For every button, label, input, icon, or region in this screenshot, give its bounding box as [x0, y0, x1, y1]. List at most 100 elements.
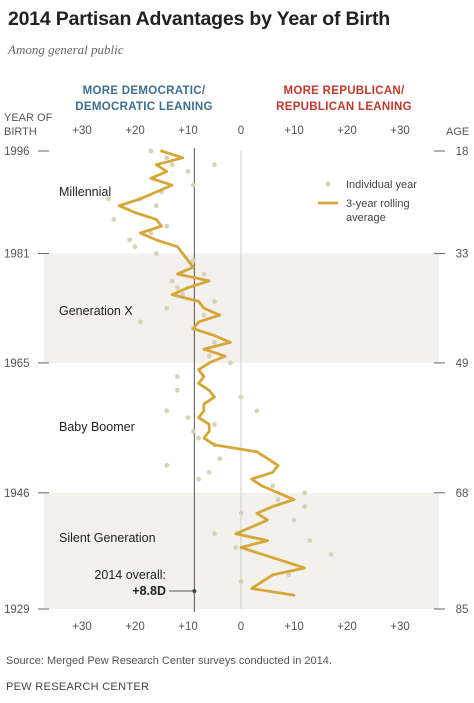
x-tick-label-bottom: +10: [284, 621, 304, 633]
age-tick-label: 33: [456, 249, 469, 261]
individual-year-dot: [190, 257, 196, 263]
individual-year-dot: [212, 531, 217, 537]
individual-year-dot: [233, 545, 239, 550]
individual-year-dot: [196, 476, 202, 482]
individual-year-dot: [206, 469, 212, 475]
individual-year-dot: [328, 551, 334, 557]
org-name: PEW RESEARCH CENTER: [6, 681, 150, 693]
chart-subtitle: Among general public: [8, 42, 124, 57]
individual-year-dot: [153, 251, 159, 256]
x-tick-label-top: +10: [284, 125, 304, 137]
year-tick-label: 1965: [4, 358, 30, 370]
individual-year-dot: [137, 319, 143, 325]
individual-year-dot: [270, 483, 276, 489]
dem-header-line1: MORE DEMOCRATIC/: [82, 85, 206, 97]
individual-year-dot: [228, 360, 233, 366]
x-tick-label-bottom: +20: [337, 621, 357, 633]
individual-year-dot: [302, 490, 307, 496]
individual-year-dot: [127, 237, 133, 243]
individual-year-dot: [302, 504, 307, 509]
rolling-average-line: [117, 149, 307, 597]
source-note: Source: Merged Pew Research Center surve…: [6, 655, 332, 667]
individual-year-dot: [201, 271, 207, 277]
x-tick-label-top: +20: [337, 125, 357, 137]
individual-year-dot: [254, 408, 260, 414]
age-tick-label: 18: [456, 146, 469, 158]
individual-year-dot: [175, 285, 180, 291]
overall-label-marker: [192, 589, 197, 593]
individual-year-dot: [169, 278, 175, 284]
individual-year-dot: [148, 148, 154, 154]
year-tick-label: 1981: [4, 249, 30, 261]
individual-year-dot: [212, 298, 217, 304]
year-tick-label: 1929: [4, 604, 30, 616]
legend-dot-swatch: [325, 181, 331, 187]
x-tick-label-bottom: +10: [178, 621, 198, 633]
individual-year-dot: [238, 394, 244, 400]
individual-year-dot: [206, 353, 212, 359]
individual-year-dot: [212, 422, 217, 427]
individual-year-dot: [175, 374, 180, 379]
x-tick-label-top: +20: [125, 125, 145, 137]
individual-year-dot: [153, 203, 159, 209]
x-tick-label-top: 0: [238, 125, 244, 137]
individual-year-dot: [238, 510, 244, 516]
individual-year-dot: [212, 340, 217, 345]
legend-line-label-2: average: [346, 212, 386, 224]
x-tick-label-top: +30: [72, 125, 92, 137]
individual-year-dot: [106, 196, 111, 202]
individual-year-dot: [164, 463, 170, 468]
individual-year-dot: [164, 155, 170, 161]
individual-year-dot: [212, 162, 217, 168]
individual-year-dot: [190, 428, 196, 434]
individual-year-dot: [307, 538, 313, 544]
x-tick-label-bottom: +30: [72, 621, 92, 633]
rep-header-line2: REPUBLICAN LEANING: [276, 101, 412, 113]
dem-header: MORE DEMOCRATIC/ DEMOCRATIC LEANING: [58, 83, 230, 115]
age-tick-label: 85: [456, 604, 469, 616]
legend-dots-label: Individual year: [346, 179, 417, 191]
x-tick-label-bottom: 0: [238, 621, 244, 633]
generation-label: Millennial: [59, 185, 111, 199]
year-tick-label: 1996: [4, 146, 30, 158]
individual-year-dot: [185, 169, 191, 174]
overall-label-value: +8.8D: [132, 584, 166, 598]
individual-year-dot: [148, 230, 154, 236]
individual-year-dot: [201, 312, 207, 318]
x-tick-label-bottom: +30: [390, 621, 410, 633]
dem-header-line2: DEMOCRATIC LEANING: [75, 101, 213, 113]
individual-year-dot: [111, 216, 117, 222]
individual-year-dot: [169, 162, 175, 168]
age-tick-label: 68: [456, 488, 469, 500]
x-tick-label-top: +30: [390, 125, 410, 137]
generation-label: Silent Generation: [59, 531, 156, 545]
age-axis-label: AGE: [446, 126, 470, 138]
individual-year-dot: [185, 415, 191, 420]
individual-year-dot: [291, 517, 297, 523]
individual-year-dot: [164, 223, 170, 229]
rep-header-line1: MORE REPUBLICAN/: [283, 85, 405, 97]
individual-year-dot: [132, 244, 138, 250]
individual-year-dot: [164, 408, 170, 414]
individual-year-dot: [175, 387, 180, 393]
year-tick-label: 1946: [4, 488, 30, 500]
individual-year-dot: [275, 497, 281, 503]
individual-year-dot: [286, 572, 292, 578]
year-axis-label-line2: BIRTH: [4, 126, 37, 138]
x-tick-label-top: +10: [178, 125, 198, 137]
legend-line-label-1: 3-year rolling: [346, 198, 410, 210]
individual-year-dot: [190, 182, 196, 188]
generation-label: Baby Boomer: [59, 420, 135, 434]
overall-label-line1: 2014 overall:: [94, 568, 166, 582]
individual-year-dot: [164, 305, 170, 311]
individual-year-dot: [238, 579, 244, 585]
year-axis-label: YEAR OF BIRTH: [4, 111, 52, 139]
individual-year-dot: [217, 456, 223, 462]
x-tick-label-bottom: +20: [125, 621, 145, 633]
generation-label: Generation X: [59, 304, 133, 318]
individual-year-dot: [196, 435, 202, 441]
age-tick-label: 49: [456, 358, 469, 370]
year-axis-label-line1: YEAR OF: [4, 112, 53, 124]
chart-title: 2014 Partisan Advantages by Year of Birt…: [8, 8, 390, 30]
